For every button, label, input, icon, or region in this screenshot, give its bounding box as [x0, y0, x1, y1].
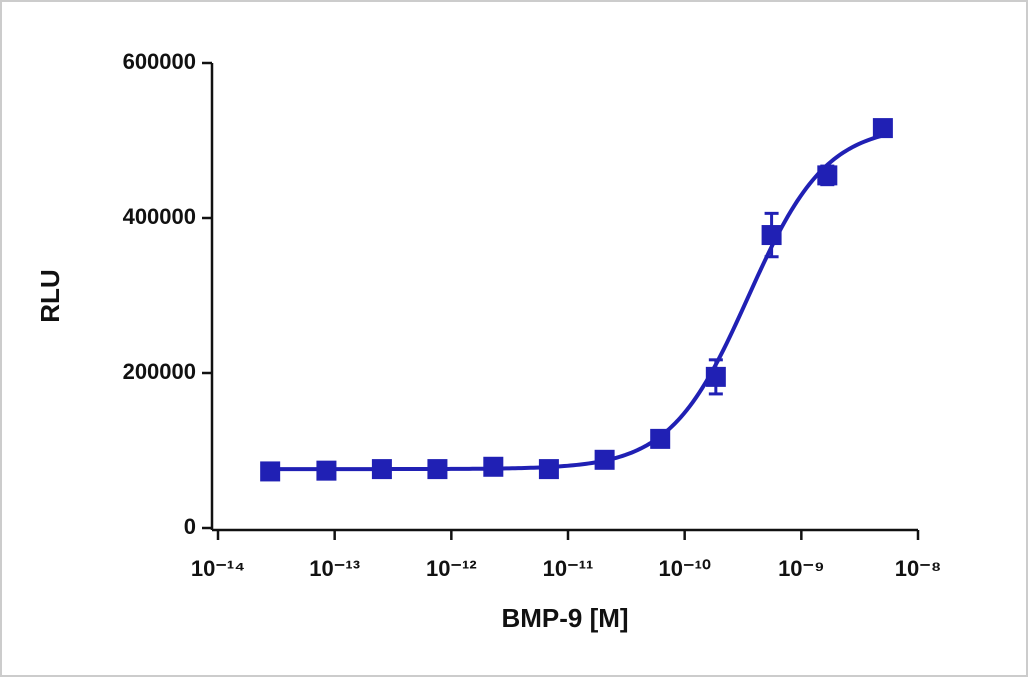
y-tick-label: 600000 [123, 49, 196, 74]
data-point [316, 460, 337, 481]
y-axis-label: RLU [35, 269, 65, 322]
data-point [650, 428, 671, 449]
x-axis-label: BMP-9 [M] [501, 603, 628, 633]
data-point [817, 165, 838, 186]
y-tick-label: 400000 [123, 204, 196, 229]
data-point [594, 449, 615, 470]
x-tick-label: 10⁻⁹ [778, 556, 825, 581]
data-point [260, 461, 281, 482]
x-tick-label: 10⁻⁸ [895, 556, 941, 581]
data-point [427, 459, 448, 480]
y-tick-label: 200000 [123, 359, 196, 384]
x-tick-label: 10⁻¹¹ [543, 556, 594, 581]
x-tick-label: 10⁻¹⁰ [659, 556, 711, 581]
data-point [872, 118, 893, 139]
data-point [371, 459, 392, 480]
x-tick-label: 10⁻¹⁴ [191, 556, 245, 581]
data-point [483, 456, 504, 477]
data-point [538, 459, 559, 480]
data-point [705, 366, 726, 387]
fit-curve [270, 133, 884, 472]
data-point [761, 225, 782, 246]
x-tick-label: 10⁻¹³ [309, 556, 360, 581]
y-tick-label: 0 [184, 514, 196, 539]
x-tick-label: 10⁻¹² [426, 556, 477, 581]
